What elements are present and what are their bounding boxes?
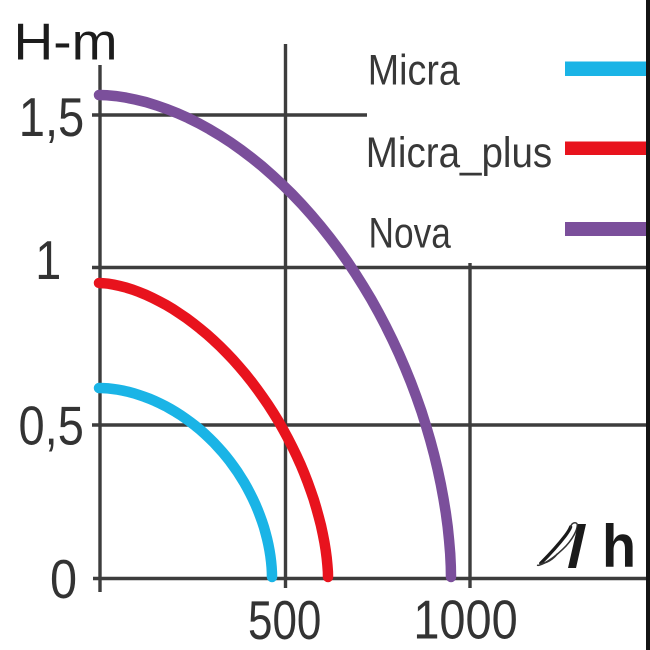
svg-text:1,5: 1,5 (19, 87, 85, 148)
svg-text:500: 500 (248, 589, 321, 650)
svg-text:Micra: Micra (368, 45, 461, 94)
svg-text:h: h (602, 514, 636, 580)
svg-text:1000: 1000 (413, 589, 517, 650)
svg-text:1: 1 (35, 229, 61, 290)
svg-text:H-m: H-m (14, 13, 118, 71)
svg-text:Micra_plus: Micra_plus (366, 128, 552, 176)
svg-text:Nova: Nova (369, 209, 451, 257)
svg-text:0: 0 (50, 549, 77, 610)
svg-text:0,5: 0,5 (19, 395, 84, 456)
